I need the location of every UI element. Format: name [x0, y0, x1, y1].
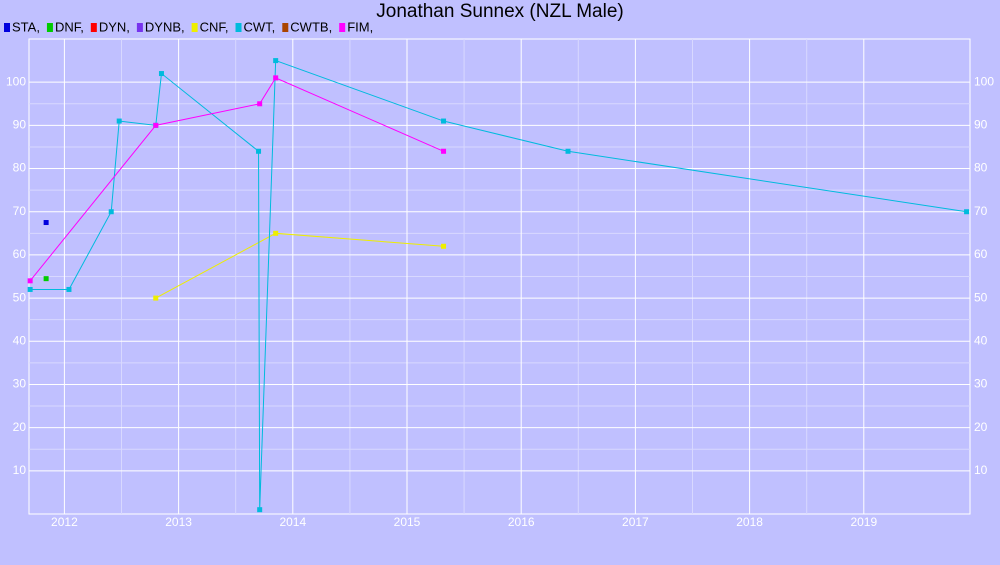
point: [43, 276, 49, 282]
x-tick-label: 2017: [622, 515, 649, 529]
y2-tick-label: 10: [974, 463, 988, 477]
y2-tick-label: 70: [974, 204, 988, 218]
point: [66, 286, 72, 292]
point: [273, 75, 279, 81]
y-tick-label: 100: [6, 74, 26, 88]
legend-label: DYN,: [99, 19, 130, 34]
x-tick-label: 2018: [736, 515, 763, 529]
point: [441, 148, 447, 154]
legend-label: STA,: [12, 19, 40, 34]
legend-label: DNF,: [55, 19, 84, 34]
x-tick-label: 2016: [508, 515, 535, 529]
legend-swatch: [136, 23, 143, 32]
point: [441, 118, 447, 124]
y-tick-label: 90: [13, 118, 27, 132]
point: [273, 230, 279, 236]
y2-tick-label: 30: [974, 377, 988, 391]
point: [153, 295, 159, 301]
y2-tick-label: 80: [974, 161, 988, 175]
y2-tick-label: 100: [974, 74, 994, 88]
point: [257, 101, 263, 107]
point: [441, 243, 447, 249]
y-tick-label: 10: [13, 463, 27, 477]
y2-tick-label: 50: [974, 290, 988, 304]
y2-tick-label: 60: [974, 247, 988, 261]
legend-swatch: [4, 23, 10, 32]
legend-label: CNF,: [200, 19, 229, 34]
x-tick-label: 2015: [394, 515, 421, 529]
point: [27, 286, 33, 292]
point: [116, 118, 122, 124]
point: [257, 507, 263, 513]
legend-label: FIM,: [347, 19, 373, 34]
legend-label: DYNB,: [145, 19, 185, 34]
x-tick-label: 2013: [165, 515, 192, 529]
legend-swatch: [191, 23, 198, 32]
y-tick-label: 80: [13, 161, 27, 175]
y-tick-label: 40: [13, 333, 27, 347]
y-tick-label: 60: [13, 247, 27, 261]
point: [964, 209, 970, 215]
y2-tick-label: 40: [974, 333, 988, 347]
point: [256, 148, 262, 154]
point: [108, 209, 114, 215]
point: [273, 58, 279, 64]
chart-title: Jonathan Sunnex (NZL Male): [376, 1, 623, 22]
legend-swatch: [46, 23, 53, 32]
point: [565, 148, 571, 154]
x-tick-label: 2012: [51, 515, 78, 529]
legend-swatch: [90, 23, 97, 32]
series-line: [30, 59, 967, 510]
legend-swatch: [282, 23, 289, 32]
point: [158, 71, 164, 77]
y-tick-label: 30: [13, 377, 27, 391]
legend-label: CWTB,: [290, 19, 332, 34]
legend-swatch: [235, 23, 242, 32]
y-tick-label: 70: [13, 204, 27, 218]
x-tick-label: 2014: [279, 515, 306, 529]
y-tick-label: 50: [13, 290, 27, 304]
legend-swatch: [339, 23, 346, 32]
x-tick-label: 2019: [850, 515, 877, 529]
point: [153, 122, 159, 128]
point: [27, 278, 33, 284]
y2-tick-label: 20: [974, 420, 988, 434]
y2-tick-label: 90: [974, 118, 988, 132]
y-tick-label: 20: [13, 420, 27, 434]
point: [43, 220, 49, 226]
legend-label: CWT,: [244, 19, 276, 34]
